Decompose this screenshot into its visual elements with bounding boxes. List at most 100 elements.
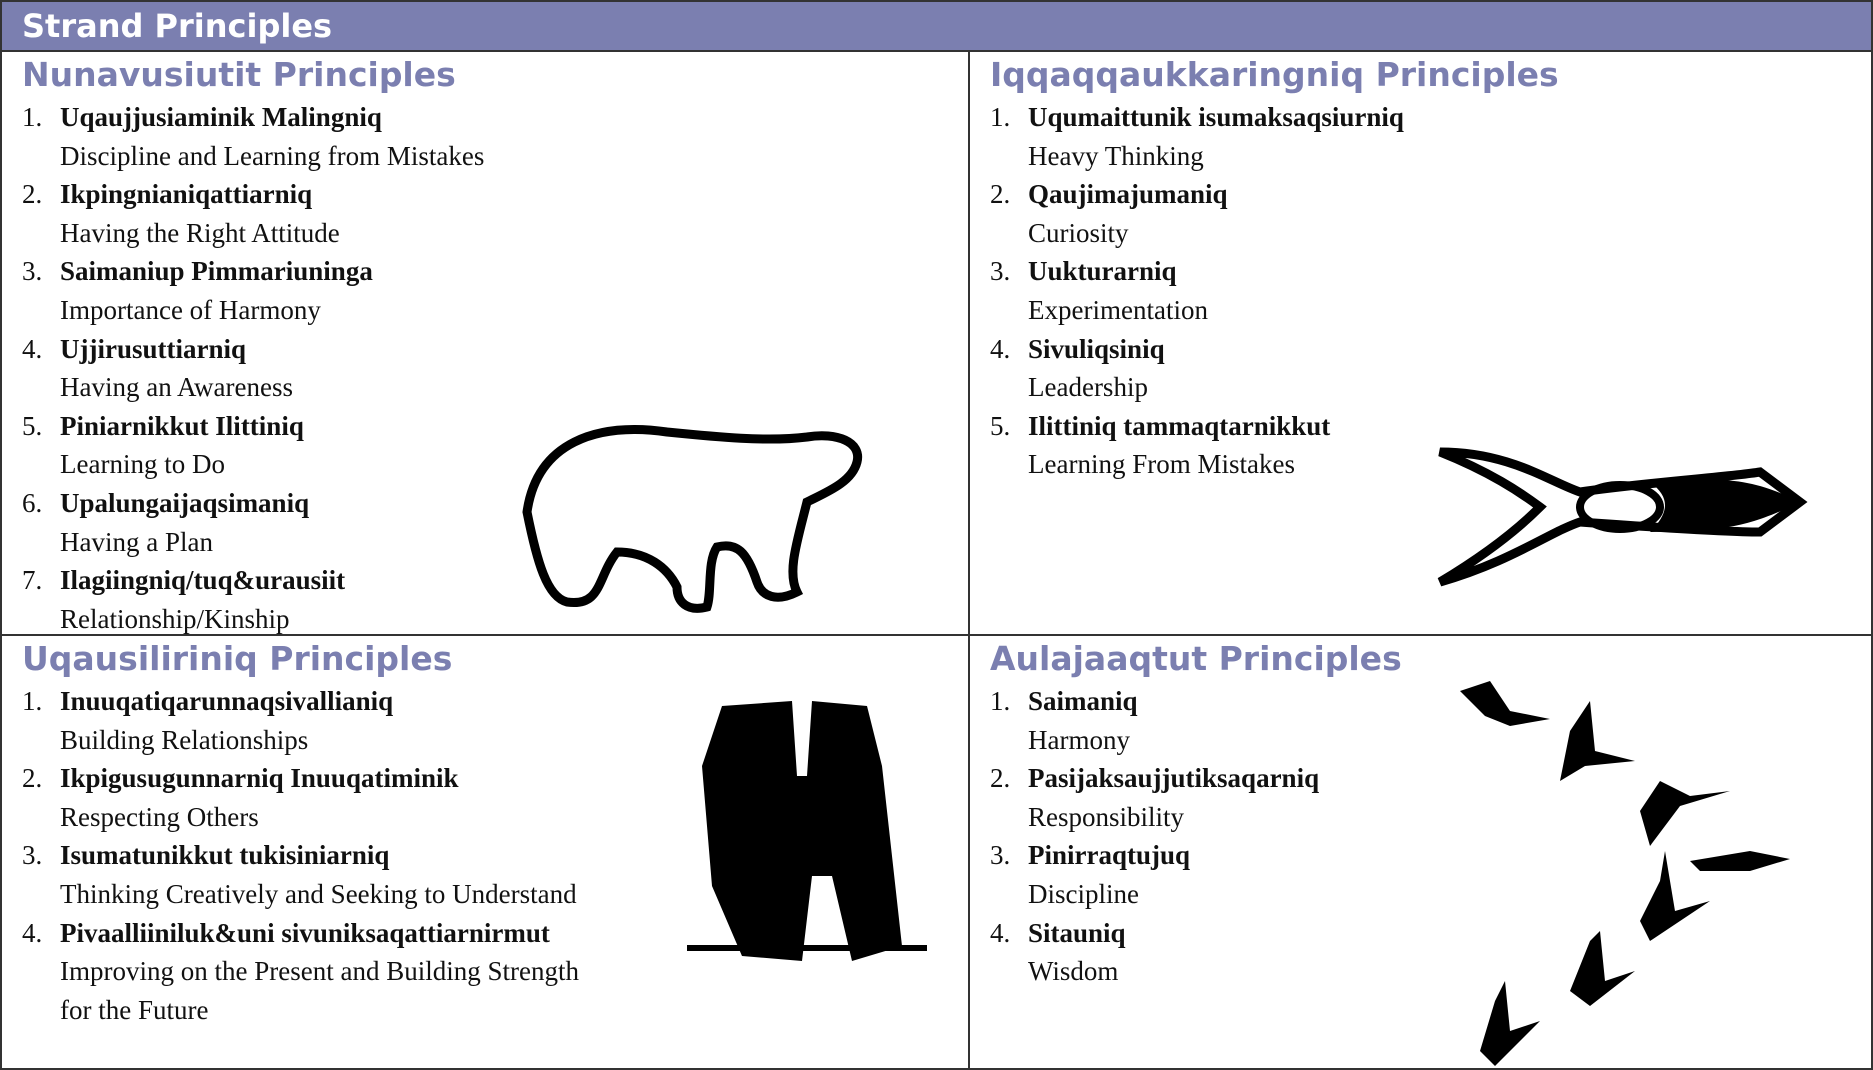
item-text: Qaujimajumaniq Curiosity bbox=[1028, 175, 1228, 252]
item-number: 7. bbox=[22, 565, 43, 596]
item-description: Relationship/Kinship bbox=[60, 603, 290, 634]
item-description: Curiosity bbox=[1028, 217, 1129, 248]
quadrant-title: Uqausiliriniq Principles bbox=[22, 639, 453, 678]
bear-icon bbox=[522, 425, 863, 613]
item-text: Piniarnikkut Ilittiniq Learning to Do bbox=[60, 407, 304, 484]
item-name: Upalungaijaqsimaniq bbox=[60, 487, 310, 518]
item-description: Having an Awareness bbox=[60, 372, 293, 403]
item-number: 4. bbox=[22, 917, 43, 948]
item-number: 4. bbox=[990, 333, 1011, 364]
item-text: Uukturarniq Experimentation bbox=[1028, 252, 1208, 329]
item-text: Ilittiniq tammaqtarnikkut Learning From M… bbox=[1028, 407, 1330, 484]
item-description: Heavy Thinking bbox=[1028, 140, 1204, 171]
item-description: Building Relationships bbox=[60, 724, 309, 755]
item-description: Having the Right Attitude bbox=[60, 217, 340, 248]
header-title: Strand Principles bbox=[0, 0, 1873, 52]
item-text: Pinirraqtujuq Discipline bbox=[1028, 836, 1190, 913]
quadrant-title: Nunavusiutit Principles bbox=[22, 55, 456, 94]
item-text: Inuuqatiqarunnaqsivallianiq Building Rela… bbox=[60, 682, 393, 759]
item-name: Isumatunikkut tukisiniarniq bbox=[60, 840, 390, 871]
principle-item: 3. Isumatunikkut tukisiniarniq Thinking Cr… bbox=[2, 836, 968, 913]
item-text: Uqaujjusiaminik Malingniq Discipline and … bbox=[60, 98, 484, 175]
item-name: Pasijaksaujjutiksaqarniq bbox=[1028, 763, 1320, 794]
item-number: 6. bbox=[22, 487, 43, 518]
geese-icon bbox=[1460, 681, 1790, 1066]
item-number: 1. bbox=[22, 102, 43, 132]
item-name: Sitauniq bbox=[1028, 917, 1126, 948]
principle-item: 3. Pinirraqtujuq Discipline bbox=[970, 836, 1871, 913]
item-name: Uqumaittunik isumaksaqsiurniq bbox=[1028, 102, 1404, 132]
item-number: 3. bbox=[990, 256, 1011, 287]
item-description: Respecting Others bbox=[60, 801, 259, 832]
item-number: 1. bbox=[990, 102, 1011, 132]
item-number: 3. bbox=[22, 840, 43, 871]
item-description: Responsibility bbox=[1028, 801, 1185, 832]
quadrant: Uqausiliriniq Principles 1. Inuuqatiqarunn… bbox=[0, 634, 970, 1070]
item-name: Saimaniup Pimmariuninga bbox=[60, 256, 373, 287]
quadrant-title: Aulajaaqtut Principles bbox=[990, 639, 1402, 678]
principle-item: 5. Piniarnikkut Ilittiniq Learning to Do bbox=[2, 407, 968, 484]
item-description: Discipline bbox=[1028, 878, 1139, 909]
fish-icon bbox=[1437, 447, 1808, 587]
item-name: Inuuqatiqarunnaqsivallianiq bbox=[60, 686, 394, 716]
quadrant: Nunavusiutit Principles 1. Uqaujjusiaminik… bbox=[0, 50, 970, 636]
item-text: Ikpingnianiqattiarniq Having the Right At… bbox=[60, 175, 340, 252]
principle-item: 1. Uqaujjusiaminik Malingniq Discipline an… bbox=[2, 98, 968, 175]
item-description: Leadership bbox=[1028, 372, 1148, 403]
item-name: Ikpigusugunnarniq Inuuqatiminik bbox=[60, 763, 459, 794]
principle-item: 1. Saimaniq Harmony bbox=[970, 682, 1871, 759]
item-text: Ujjirusuttiarniq Having an Awareness bbox=[60, 330, 293, 407]
item-name: Ujjirusuttiarniq bbox=[60, 333, 247, 364]
item-name: Sivuliqsiniq bbox=[1028, 333, 1165, 364]
principle-item: 3. Uukturarniq Experimentation bbox=[970, 252, 1871, 329]
item-name: Qaujimajumaniq bbox=[1028, 179, 1228, 210]
item-number: 5. bbox=[22, 410, 43, 441]
item-number: 1. bbox=[990, 686, 1011, 716]
principle-item: 2. Ikpigusugunnarniq Inuuqatiminik Respect… bbox=[2, 759, 968, 836]
item-number: 2. bbox=[990, 179, 1011, 210]
item-text: Saimaniq Harmony bbox=[1028, 682, 1138, 759]
item-description: Learning From Mistakes bbox=[1028, 449, 1295, 480]
item-description: Improving on the Present and Building St… bbox=[60, 956, 579, 1025]
principle-item: 1. Inuuqatiqarunnaqsivallianiq Building Re… bbox=[2, 682, 968, 759]
item-description: Wisdom bbox=[1028, 956, 1119, 987]
item-name: Pivaalliiniluk&uni sivuniksaqattiarnirmu… bbox=[60, 917, 550, 948]
principle-item: 6. Upalungaijaqsimaniq Having a Plan bbox=[2, 484, 968, 561]
principle-item: 2. Ikpingnianiqattiarniq Having the Right … bbox=[2, 175, 968, 252]
item-description: Having a Plan bbox=[60, 526, 213, 557]
principle-item: 4. Sitauniq Wisdom bbox=[970, 914, 1871, 991]
item-name: Saimaniq bbox=[1028, 686, 1138, 716]
item-number: 3. bbox=[990, 840, 1011, 871]
item-number: 4. bbox=[22, 333, 43, 364]
item-number: 5. bbox=[990, 410, 1011, 441]
item-name: Piniarnikkut Ilittiniq bbox=[60, 410, 304, 441]
item-description: Learning to Do bbox=[60, 449, 225, 480]
item-text: Ilagiingniq/tuq&urausiit Relationship/Kin… bbox=[60, 561, 346, 634]
item-description: Discipline and Learning from Mistakes bbox=[60, 140, 485, 171]
item-text: Sivuliqsiniq Leadership bbox=[1028, 330, 1165, 407]
principle-item: 4. Pivaalliiniluk&uni sivuniksaqattiarnir… bbox=[2, 914, 968, 1030]
item-number: 2. bbox=[22, 763, 43, 794]
principle-item: 4. Sivuliqsiniq Leadership bbox=[970, 330, 1871, 407]
people-icon bbox=[687, 701, 927, 961]
quadrant-title: Iqqaqqaukkaringniq Principles bbox=[990, 55, 1559, 94]
item-name: Ikpingnianiqattiarniq bbox=[60, 179, 313, 210]
item-number: 3. bbox=[22, 256, 43, 287]
item-name: Ilagiingniq/tuq&urausiit bbox=[60, 565, 346, 596]
item-text: Saimaniup Pimmariuninga Importance of Har… bbox=[60, 252, 373, 329]
item-text: Ikpigusugunnarniq Inuuqatiminik Respectin… bbox=[60, 759, 459, 836]
principle-item: 7. Ilagiingniq/tuq&urausiit Relationship/K… bbox=[2, 561, 968, 634]
quadrant: Iqqaqqaukkaringniq Principles 1. Uqumaittu… bbox=[968, 50, 1873, 636]
item-text: Pasijaksaujjutiksaqarniq Responsibility bbox=[1028, 759, 1319, 836]
item-number: 4. bbox=[990, 917, 1011, 948]
item-name: Pinirraqtujuq bbox=[1028, 840, 1191, 871]
item-description: Thinking Creatively and Seeking to Under… bbox=[60, 878, 577, 909]
item-name: Ilittiniq tammaqtarnikkut bbox=[1028, 410, 1331, 441]
item-text: Sitauniq Wisdom bbox=[1028, 914, 1126, 991]
item-text: Upalungaijaqsimaniq Having a Plan bbox=[60, 484, 309, 561]
item-text: Isumatunikkut tukisiniarniq Thinking Crea… bbox=[60, 836, 577, 913]
principle-item: 4. Ujjirusuttiarniq Having an Awareness bbox=[2, 330, 968, 407]
principle-item: 3. Saimaniup Pimmariuninga Importance of H… bbox=[2, 252, 968, 329]
item-number: 1. bbox=[22, 686, 43, 716]
item-text: Uqumaittunik isumaksaqsiurniq Heavy Think… bbox=[1028, 98, 1404, 175]
